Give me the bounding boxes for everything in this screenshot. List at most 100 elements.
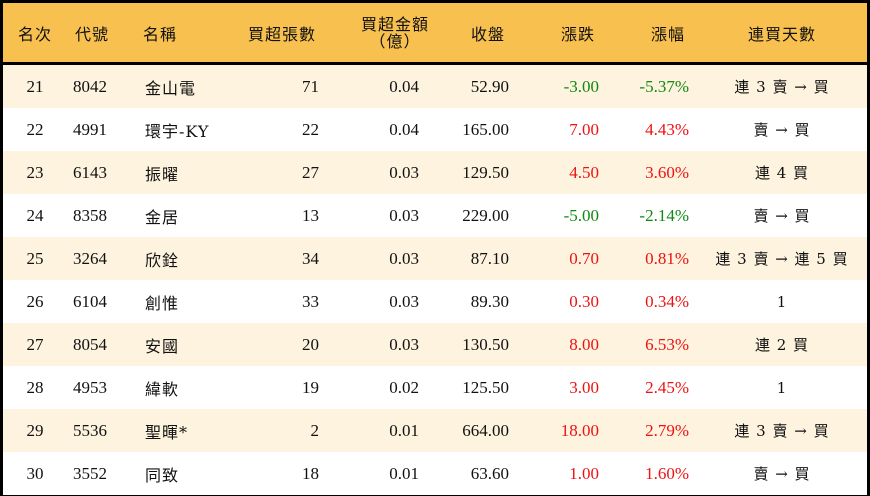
cell-change-pct: 3.60%: [645, 162, 689, 182]
cell-close: 52.90: [470, 76, 509, 96]
cell-change: 0.30: [569, 291, 599, 311]
cell-lots: 33: [302, 291, 319, 311]
header-code: 代號: [75, 24, 110, 44]
table-row: 27 8054 安國 20 0.03 130.50 8.00 6.53% 連 2…: [3, 323, 867, 366]
cell-code: 4953: [73, 377, 107, 397]
cell-change-pct: 0.81%: [645, 248, 689, 268]
cell-close: 229.00: [462, 205, 509, 225]
cell-name: 聖暉*: [145, 422, 189, 442]
cell-code: 5536: [73, 420, 107, 440]
cell-name: 同致: [145, 465, 180, 485]
cell-rank: 27: [26, 334, 44, 354]
cell-code: 3552: [73, 463, 107, 483]
cell-change-pct: -2.14%: [639, 205, 689, 225]
cell-rank: 26: [26, 291, 44, 311]
cell-rank: 25: [26, 248, 44, 268]
cell-change: 4.50: [569, 162, 599, 182]
cell-consecutive-days: 連 3 賣 → 買: [734, 78, 830, 96]
cell-amount: 0.04: [389, 76, 419, 96]
cell-amount: 0.03: [389, 205, 419, 225]
cell-change: 7.00: [569, 119, 599, 139]
cell-lots: 71: [302, 76, 319, 96]
cell-consecutive-days: 賣 → 買: [753, 121, 811, 139]
cell-consecutive-days: 連 4 買: [754, 164, 810, 182]
cell-lots: 34: [302, 248, 319, 268]
cell-amount: 0.03: [389, 248, 419, 268]
cell-consecutive-days: 賣 → 買: [753, 207, 811, 225]
cell-consecutive-days: 1: [776, 378, 788, 397]
cell-close: 165.00: [462, 119, 509, 139]
cell-code: 6104: [73, 291, 107, 311]
header-name: 名稱: [143, 24, 178, 44]
cell-close: 129.50: [462, 162, 509, 182]
cell-lots: 27: [302, 162, 319, 182]
cell-name: 安國: [145, 336, 180, 356]
table-row: 29 5536 聖暉* 2 0.01 664.00 18.00 2.79% 連 …: [3, 409, 867, 452]
header-change: 漲跌: [560, 24, 595, 44]
header-net-buy-amount: 買超金額 （億）: [355, 3, 435, 62]
header-net-buy-lots: 買超張數: [247, 24, 316, 44]
cell-code: 8358: [73, 205, 107, 225]
cell-name: 欣銓: [145, 250, 180, 270]
cell-close: 89.30: [470, 291, 509, 311]
cell-name: 創惟: [145, 293, 180, 313]
cell-consecutive-days: 連 3 賣 → 連 5 買: [715, 250, 849, 268]
table-row: 30 3552 同致 18 0.01 63.60 1.00 1.60% 賣 → …: [3, 452, 867, 495]
cell-lots: 2: [310, 420, 320, 440]
cell-code: 8054: [73, 334, 107, 354]
cell-consecutive-days: 1: [776, 292, 788, 311]
cell-amount: 0.04: [389, 119, 419, 139]
cell-change-pct: 2.45%: [645, 377, 689, 397]
cell-amount: 0.01: [389, 463, 419, 483]
cell-rank: 28: [26, 377, 44, 397]
cell-consecutive-days: 連 2 買: [754, 336, 810, 354]
cell-change-pct: 2.79%: [645, 420, 689, 440]
cell-rank: 24: [26, 205, 44, 225]
cell-code: 8042: [73, 76, 107, 96]
cell-change-pct: 0.34%: [645, 291, 689, 311]
table-row: 24 8358 金居 13 0.03 229.00 -5.00 -2.14% 賣…: [3, 194, 867, 237]
cell-amount: 0.03: [389, 162, 419, 182]
cell-amount: 0.01: [389, 420, 419, 440]
table-row: 26 6104 創惟 33 0.03 89.30 0.30 0.34% 1: [3, 280, 867, 323]
cell-change-pct: 4.43%: [645, 119, 689, 139]
cell-consecutive-days: 賣 → 買: [753, 465, 811, 483]
cell-amount: 0.03: [389, 291, 419, 311]
cell-change: -5.00: [563, 205, 599, 225]
cell-code: 4991: [73, 119, 107, 139]
cell-change: 18.00: [560, 420, 599, 440]
cell-change: -3.00: [563, 76, 599, 96]
cell-close: 130.50: [462, 334, 509, 354]
cell-amount: 0.02: [389, 377, 419, 397]
table-row: 22 4991 環宇-KY 22 0.04 165.00 7.00 4.43% …: [3, 108, 867, 151]
cell-change: 3.00: [569, 377, 599, 397]
cell-change-pct: -5.37%: [639, 76, 689, 96]
cell-name: 金居: [145, 207, 180, 227]
cell-lots: 22: [302, 119, 319, 139]
table-header: 名次 代號 名稱 買超張數 買超金額 （億） 收盤 漲跌 漲幅 連買天數: [3, 3, 867, 65]
cell-rank: 23: [26, 162, 44, 182]
cell-lots: 18: [302, 463, 319, 483]
cell-code: 6143: [73, 162, 107, 182]
cell-close: 87.10: [470, 248, 509, 268]
header-consecutive-days: 連買天數: [747, 24, 816, 44]
cell-rank: 21: [26, 76, 44, 96]
header-close: 收盤: [470, 24, 505, 44]
cell-name: 振曜: [145, 164, 180, 184]
cell-close: 63.60: [470, 463, 509, 483]
header-rank: 名次: [17, 24, 52, 44]
cell-change: 8.00: [569, 334, 599, 354]
table-row: 21 8042 金山電 71 0.04 52.90 -3.00 -5.37% 連…: [3, 65, 867, 108]
cell-amount: 0.03: [389, 334, 419, 354]
table-row: 25 3264 欣銓 34 0.03 87.10 0.70 0.81% 連 3 …: [3, 237, 867, 280]
cell-change-pct: 6.53%: [645, 334, 689, 354]
cell-lots: 20: [302, 334, 319, 354]
cell-rank: 30: [26, 463, 44, 483]
table-row: 28 4953 緯軟 19 0.02 125.50 3.00 2.45% 1: [3, 366, 867, 409]
cell-change: 1.00: [569, 463, 599, 483]
header-net-buy-amount-line1: 買超金額: [360, 14, 429, 34]
header-change-pct: 漲幅: [650, 24, 685, 44]
cell-close: 664.00: [462, 420, 509, 440]
table-row: 23 6143 振曜 27 0.03 129.50 4.50 3.60% 連 4…: [3, 151, 867, 194]
